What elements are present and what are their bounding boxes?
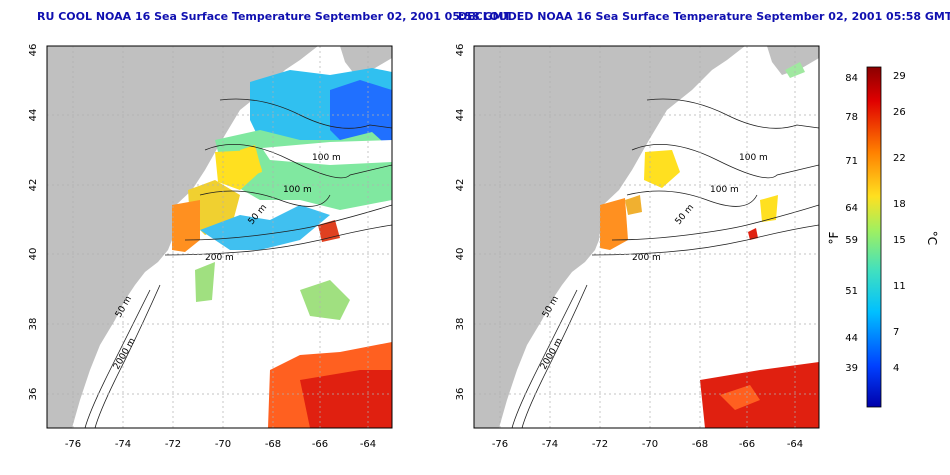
- colorbar-gradient: [866, 66, 882, 408]
- left-lat-42: 42: [28, 179, 39, 192]
- left-contours: [84, 98, 392, 428]
- left-map-title: RU COOL NOAA 16 Sea Surface Temperature …: [37, 10, 511, 23]
- right-lon-76: -76: [492, 439, 508, 450]
- left-axis-lon: -76 -74 -72 -70 -68 -66 -64: [65, 439, 376, 450]
- left-land: [47, 46, 318, 428]
- left-lat-44: 44: [28, 109, 39, 122]
- right-nova-scotia: [767, 46, 819, 75]
- right-grid: [474, 46, 819, 428]
- right-lat-42: 42: [455, 179, 466, 192]
- left-lat-36: 36: [28, 388, 39, 401]
- right-map: 100 m 100 m 50 m 200 m 50 m 2000 m: [474, 46, 819, 428]
- f-tick-71: 71: [845, 156, 858, 167]
- colorbar-unit-f: °F: [827, 231, 841, 244]
- left-lon-74: -74: [115, 439, 131, 450]
- right-lat-36: 36: [455, 388, 466, 401]
- right-map-title: DECLOUDED NOAA 16 Sea Surface Temperatur…: [458, 10, 950, 23]
- right-lon-68: -68: [692, 439, 708, 450]
- colorbar: 84 78 71 64 59 51 44 39 29 26 22 18 15 1…: [827, 66, 939, 408]
- right-lat-40: 40: [455, 248, 466, 261]
- f-tick-44: 44: [845, 333, 858, 344]
- right-axis-lon: -76 -74 -72 -70 -68 -66 -64: [492, 439, 803, 450]
- right-lat-38: 38: [455, 318, 466, 331]
- f-tick-78: 78: [845, 112, 858, 123]
- c-tick-4: 4: [893, 363, 899, 374]
- left-lon-76: -76: [65, 439, 81, 450]
- right-lon-74: -74: [542, 439, 558, 450]
- left-lat-38: 38: [28, 318, 39, 331]
- left-grid: [47, 46, 392, 428]
- c-tick-29: 29: [893, 71, 906, 82]
- c-tick-7: 7: [893, 327, 899, 338]
- f-tick-51: 51: [845, 286, 858, 297]
- left-contour-label-100b: 100 m: [283, 185, 312, 195]
- left-frame: [46, 45, 393, 429]
- f-tick-84: 84: [845, 73, 858, 84]
- f-tick-39: 39: [845, 363, 858, 374]
- right-contour-label-100b: 100 m: [710, 185, 739, 195]
- right-lon-72: -72: [592, 439, 608, 450]
- c-tick-18: 18: [893, 199, 906, 210]
- left-sst-patches: [172, 68, 392, 428]
- right-contour-label-200: 200 m: [632, 253, 661, 263]
- colorbar-c-ticks: 29 26 22 18 15 11 7 4: [893, 71, 906, 374]
- right-lat-44: 44: [455, 109, 466, 122]
- right-contour-label-100a: 100 m: [739, 153, 768, 163]
- colorbar-unit-c: °C: [925, 231, 939, 245]
- right-lon-64: -64: [787, 439, 803, 450]
- left-map: 100 m 100 m 50 m 200 m 50 m 2000 m: [47, 46, 392, 428]
- right-lon-66: -66: [739, 439, 755, 450]
- left-lat-40: 40: [28, 248, 39, 261]
- left-lon-64: -64: [360, 439, 376, 450]
- f-tick-64: 64: [845, 203, 858, 214]
- left-lon-66: -66: [312, 439, 328, 450]
- left-lon-68: -68: [265, 439, 281, 450]
- right-frame: [473, 45, 820, 429]
- f-tick-59: 59: [845, 235, 858, 246]
- left-contour-label-200: 200 m: [205, 253, 234, 263]
- left-nova-scotia: [340, 46, 392, 75]
- c-tick-22: 22: [893, 153, 906, 164]
- c-tick-26: 26: [893, 107, 906, 118]
- right-lat-46: 46: [455, 44, 466, 57]
- left-lon-70: -70: [215, 439, 231, 450]
- left-lat-46: 46: [28, 44, 39, 57]
- left-axis-lat: 36 38 40 42 44 46: [28, 44, 39, 401]
- c-tick-15: 15: [893, 235, 906, 246]
- colorbar-f-ticks: 84 78 71 64 59 51 44 39: [845, 73, 858, 374]
- left-contour-label-100a: 100 m: [312, 153, 341, 163]
- right-axis-lat: 36 38 40 42 44 46: [455, 44, 466, 401]
- right-sst-patches: [600, 62, 819, 428]
- right-lon-70: -70: [642, 439, 658, 450]
- left-cloud-band: [262, 140, 392, 165]
- c-tick-11: 11: [893, 281, 906, 292]
- left-lon-72: -72: [165, 439, 181, 450]
- right-land: [474, 46, 745, 428]
